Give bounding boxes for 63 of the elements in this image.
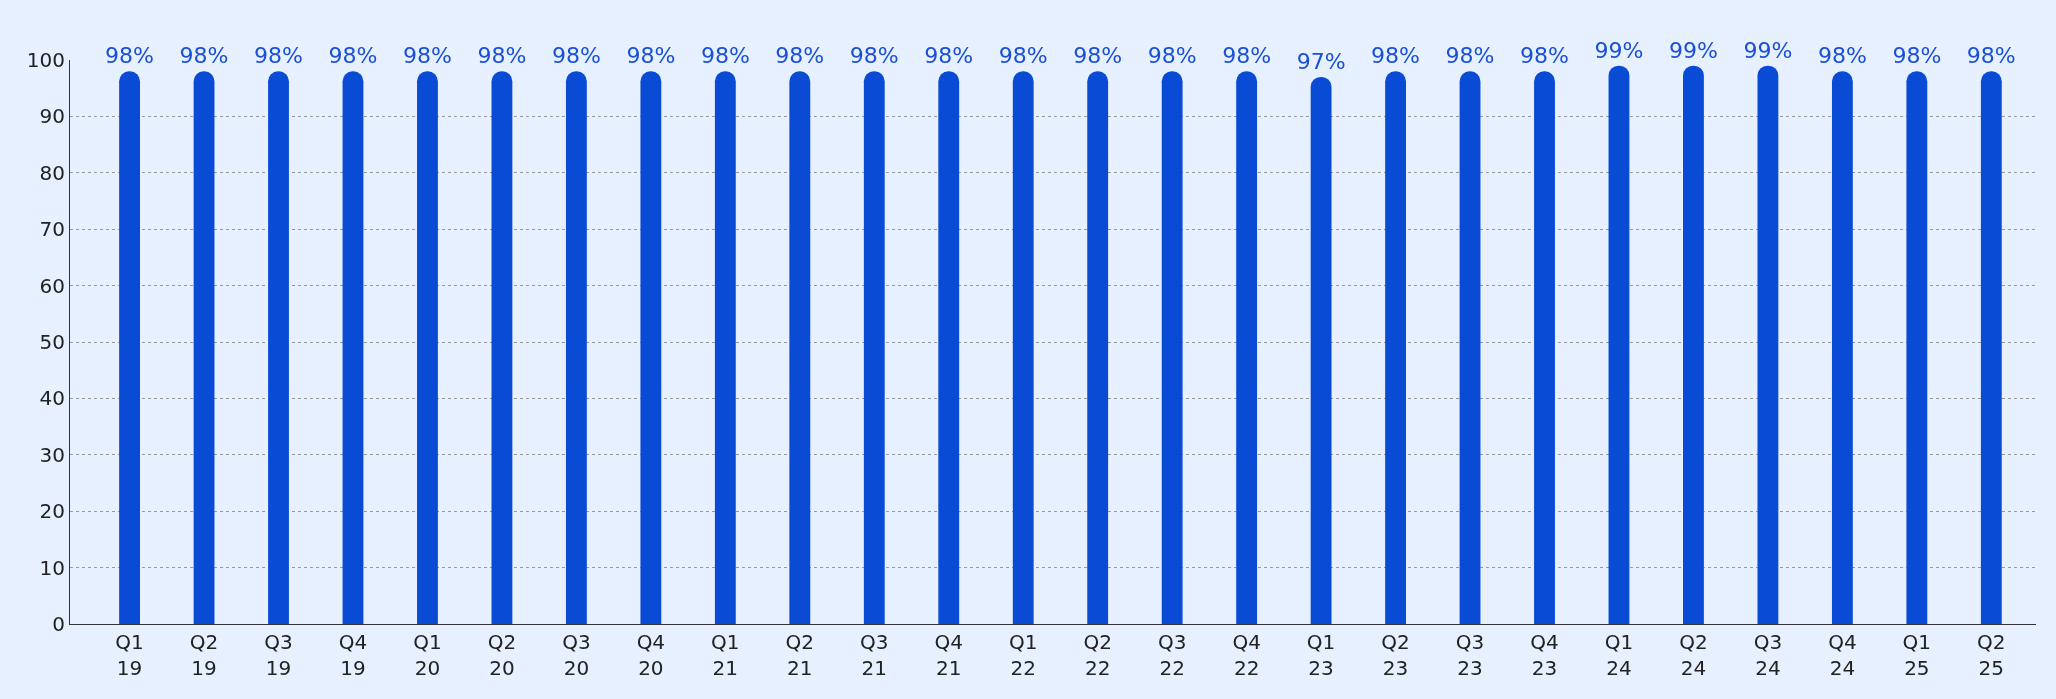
y-tick-label: 50 — [39, 330, 65, 354]
data-label: 97% — [1296, 48, 1346, 74]
x-tick-label: Q3 19 — [264, 630, 293, 680]
data-label: 98% — [1966, 43, 2016, 69]
x-tick-label: Q3 23 — [1455, 630, 1485, 680]
data-label: 98% — [1371, 43, 1421, 69]
data-label: 98% — [1520, 43, 1569, 69]
data-label: 98% — [849, 43, 899, 69]
y-tick-label: 60 — [39, 273, 65, 298]
data-label: 98% — [626, 43, 676, 69]
data-label: 98% — [1892, 43, 1942, 69]
x-tick-label: Q2 20 — [487, 630, 517, 680]
x-tick-label: Q3 22 — [1157, 630, 1187, 680]
x-tick-label: Q2 25 — [1977, 630, 2006, 680]
x-tick-label: Q2 23 — [1381, 630, 1410, 680]
x-tick-label: Q3 24 — [1753, 630, 1783, 680]
data-label: 98% — [551, 43, 601, 69]
data-label: 99% — [1594, 37, 1644, 63]
y-tick-label: 30 — [39, 442, 65, 467]
x-tick-label: Q2 22 — [1083, 630, 1112, 680]
data-label: 98% — [1445, 43, 1495, 69]
y-tick-label: 40 — [39, 386, 65, 411]
x-tick-label: Q4 24 — [1828, 630, 1857, 680]
x-tick-label: Q4 22 — [1232, 630, 1261, 680]
data-label: 98% — [775, 43, 825, 69]
x-tick-label: Q1 19 — [115, 630, 144, 680]
data-label: 98% — [1817, 43, 1867, 69]
data-label: 98% — [254, 43, 303, 69]
x-tick-label: Q1 22 — [1008, 630, 1038, 680]
x-tick-label: Q2 19 — [189, 630, 219, 680]
data-label: 98% — [1147, 43, 1197, 69]
y-tick-label: 20 — [39, 499, 65, 524]
data-label: 98% — [477, 43, 527, 69]
data-label: 98% — [105, 43, 155, 69]
x-tick-label: Q1 24 — [1604, 630, 1634, 680]
x-tick-label: Q1 21 — [711, 630, 740, 680]
y-tick-label: 80 — [39, 160, 65, 185]
y-tick-label: 90 — [39, 104, 65, 129]
data-label: 98% — [998, 43, 1048, 69]
data-label: 98% — [1073, 43, 1123, 69]
x-tick-label: Q2 21 — [785, 630, 815, 680]
x-tick-label: Q1 20 — [413, 630, 442, 680]
x-tick-label: Q2 24 — [1679, 630, 1708, 680]
x-tick-label: Q4 21 — [934, 630, 963, 680]
x-tick-label: Q4 23 — [1530, 630, 1559, 680]
x-tick-label: Q1 23 — [1306, 630, 1336, 680]
y-tick-label: 0 — [52, 612, 65, 636]
x-tick-label: Q4 20 — [636, 630, 666, 680]
data-label: 98% — [700, 43, 750, 69]
data-label: 98% — [1222, 43, 1272, 69]
x-tick-label: Q1 25 — [1902, 630, 1932, 680]
data-label: 98% — [328, 43, 378, 69]
data-label: 98% — [924, 43, 974, 69]
x-tick-label: Q4 19 — [338, 630, 368, 680]
data-label: 98% — [403, 43, 452, 69]
data-label: 98% — [179, 43, 229, 69]
y-tick-label: 10 — [39, 555, 65, 580]
data-label: 99% — [1668, 37, 1718, 63]
data-label: 99% — [1743, 37, 1793, 63]
y-tick-label: 100 — [26, 48, 65, 72]
x-tick-label: Q3 21 — [860, 630, 889, 680]
x-tick-label: Q3 20 — [562, 630, 591, 680]
y-tick-label: 70 — [39, 217, 65, 242]
